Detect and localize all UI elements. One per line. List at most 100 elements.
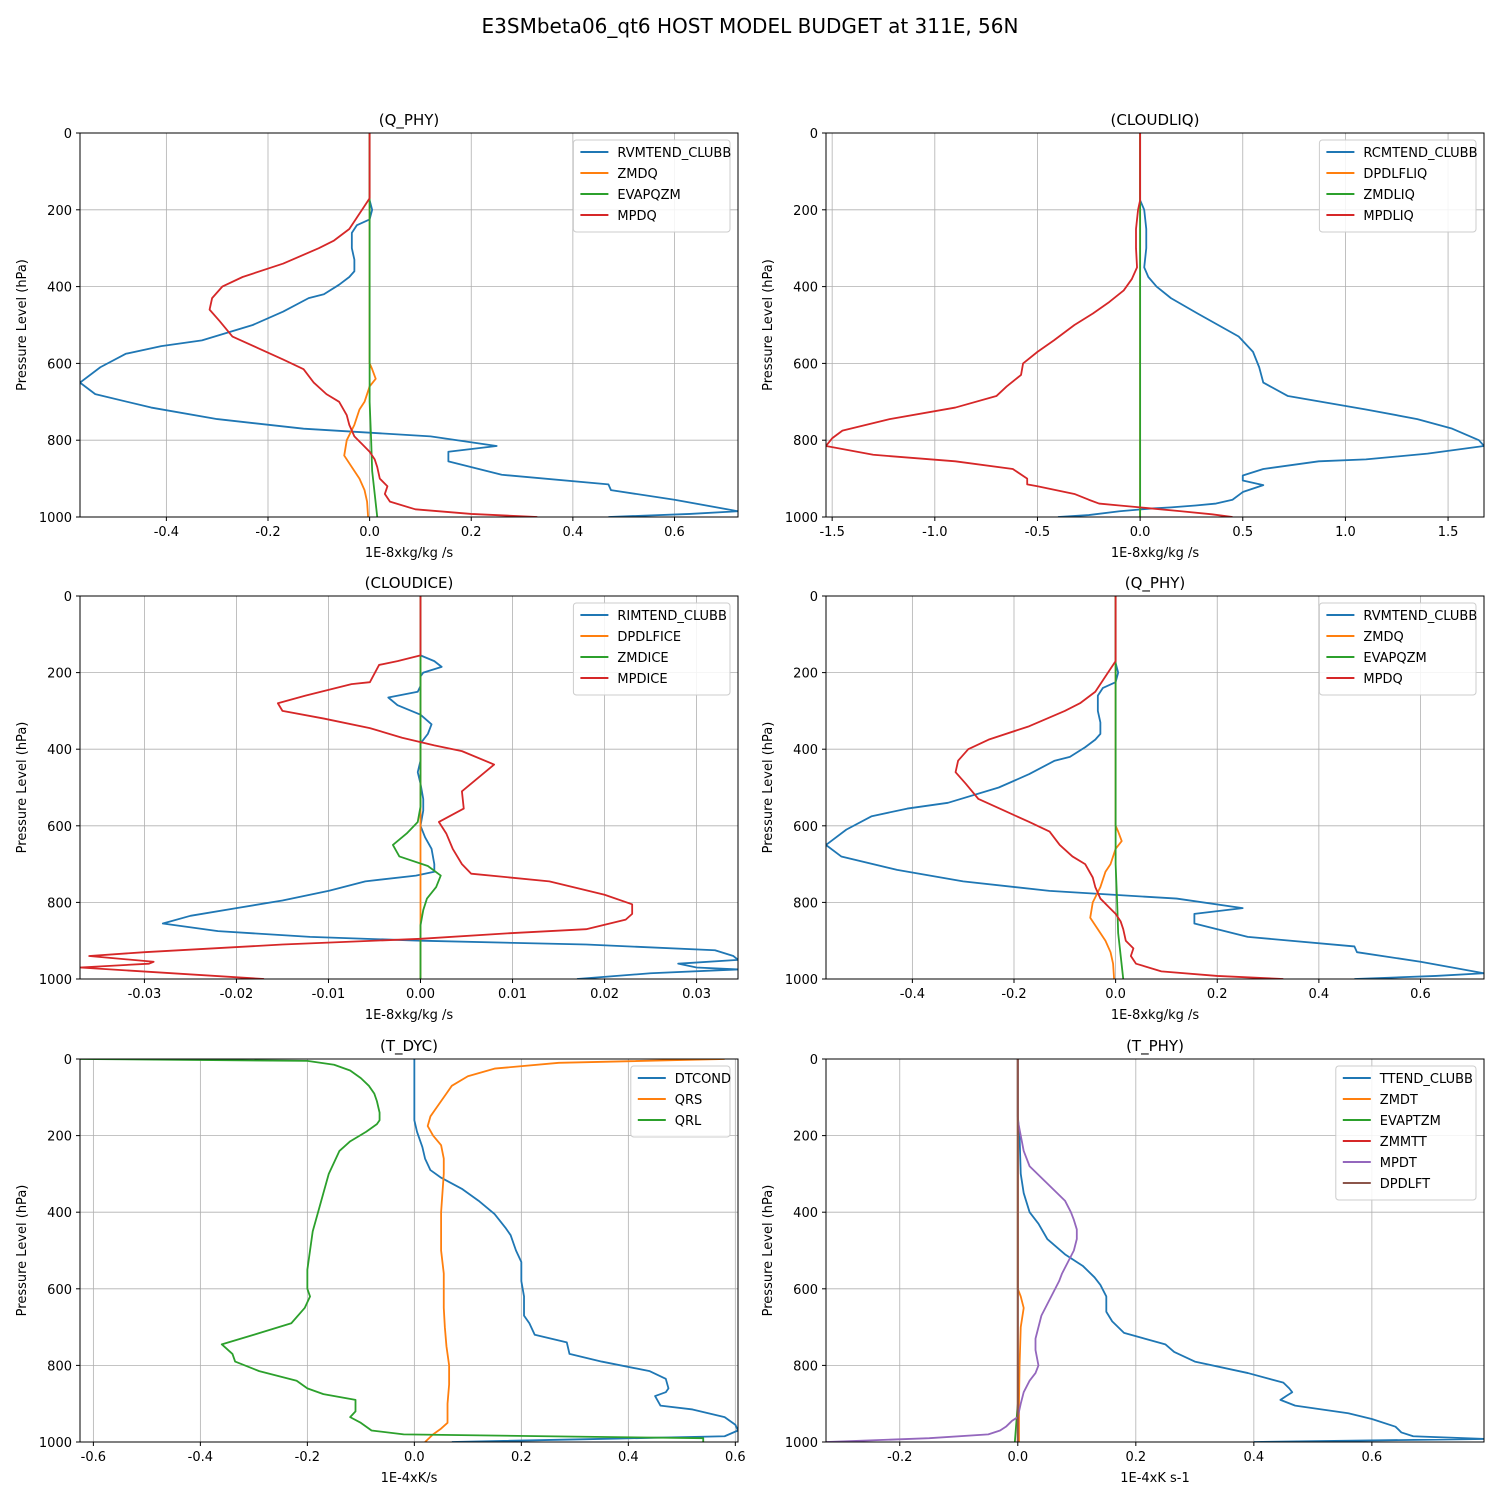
axes-frame — [79, 132, 739, 518]
subplot-title: (CLOUDICE) — [365, 574, 454, 592]
series-line-mpdq — [954, 596, 1284, 979]
y-tick-label: 0 — [64, 1053, 72, 1068]
series-line-zmdq — [1089, 596, 1123, 979]
y-tick-label: 400 — [47, 1206, 72, 1221]
x-tick-label: 0.00 — [406, 987, 435, 1002]
y-tick-label: 0 — [64, 127, 72, 142]
y-tick-label: 600 — [47, 820, 72, 835]
x-axis-label: 1E-8xkg/kg /s — [1111, 546, 1200, 561]
legend-label: RVMTEND_CLUBB — [1363, 609, 1477, 624]
legend-label: QRL — [675, 1114, 702, 1129]
legend-box — [572, 139, 731, 233]
subplot-5: -0.6 -0.4 -0.2 0.0 0.2 0.4 0.6 0 200 400 600 800 100… — [15, 1037, 746, 1486]
y-axis-label: Pressure Level (hPa) — [15, 722, 30, 854]
y-tick-label: 600 — [793, 820, 818, 835]
y-tick-label: 600 — [793, 357, 818, 372]
y-tick-label: 200 — [793, 1130, 818, 1145]
legend-label: ZMDLIQ — [1363, 188, 1414, 203]
legend-label: MPDLIQ — [1363, 209, 1413, 224]
legend-label: TTEND_CLUBB — [1379, 1072, 1473, 1087]
y-axis-label: Pressure Level (hPa) — [15, 259, 30, 391]
subplot-2: -1.5 -1.0 -0.5 0.0 0.5 1.0 1.5 0 200 400 600 800 100… — [761, 111, 1485, 561]
y-tick-label: 0 — [810, 1053, 818, 1068]
y-tick-label: 400 — [793, 1206, 818, 1221]
y-tick-label: 800 — [47, 1359, 72, 1374]
axes-frame — [825, 595, 1485, 980]
x-tick-label: 0.6 — [1362, 1450, 1383, 1465]
y-axis-label: Pressure Level (hPa) — [761, 1185, 776, 1317]
series-line-rvmtend_clubb — [826, 596, 1484, 979]
y-tick-label: 200 — [47, 1130, 72, 1145]
legend-label: EVAPTZM — [1380, 1114, 1441, 1129]
x-tick-label: 0.4 — [1309, 987, 1330, 1002]
series-line-mpdq — [208, 133, 538, 517]
series-line-zmdice — [391, 596, 442, 979]
x-tick-label: 0.6 — [1410, 987, 1431, 1002]
x-tick-label: 0.0 — [359, 525, 380, 540]
x-axis-label: 1E-8xkg/kg /s — [365, 1008, 454, 1023]
y-tick-label: 800 — [793, 896, 818, 911]
series-line-mpdice — [80, 596, 634, 979]
series-line-mpdliq — [826, 133, 1233, 517]
y-tick-label: 200 — [793, 204, 818, 219]
y-tick-label: 1000 — [785, 511, 818, 526]
y-axis-label: Pressure Level (hPa) — [15, 1185, 30, 1317]
x-tick-label: -0.2 — [887, 1450, 912, 1465]
x-tick-label: 0.6 — [725, 1450, 746, 1465]
series-line-evapqzm — [1114, 596, 1125, 979]
x-axis-label: 1E-8xkg/kg /s — [365, 546, 454, 561]
legend: DTCOND QRS QRL — [630, 1065, 731, 1138]
x-tick-label: 0.2 — [461, 525, 482, 540]
y-tick-label: 1000 — [785, 1436, 818, 1451]
legend-label: MPDT — [1380, 1156, 1417, 1171]
x-tick-label: 1.5 — [1438, 525, 1459, 540]
x-tick-label: -0.2 — [295, 1450, 320, 1465]
y-tick-label: 200 — [793, 667, 818, 682]
series-line-rvmtend_clubb — [80, 133, 738, 517]
x-axis-label: 1E-4xK/s — [381, 1471, 438, 1486]
x-tick-label: -0.2 — [255, 525, 280, 540]
y-tick-label: 400 — [47, 281, 72, 296]
y-tick-label: 1000 — [785, 973, 818, 988]
legend-label: MPDQ — [1363, 672, 1402, 687]
series-line-qrs — [424, 1059, 725, 1442]
y-tick-label: 400 — [793, 281, 818, 296]
legend-label: DPDLFT — [1380, 1177, 1430, 1192]
y-tick-label: 200 — [47, 204, 72, 219]
legend: RVMTEND_CLUBB ZMDQ EVAPQZM MPDQ — [572, 139, 731, 233]
legend-label: RIMTEND_CLUBB — [617, 609, 727, 624]
legend-box — [1335, 1065, 1477, 1201]
x-tick-label: -0.5 — [1025, 525, 1050, 540]
x-tick-label: 0.4 — [1244, 1450, 1265, 1465]
subplot-title: (CLOUDLIQ) — [1111, 111, 1200, 129]
x-tick-label: 0.2 — [511, 1450, 532, 1465]
y-tick-label: 400 — [47, 743, 72, 758]
x-tick-label: 0.2 — [1125, 1450, 1146, 1465]
series-line-zmdq — [343, 133, 377, 517]
legend-label: ZMDQ — [617, 167, 657, 182]
x-tick-label: -0.03 — [128, 987, 162, 1002]
legend-label: ZMDT — [1380, 1093, 1418, 1108]
x-tick-label: -1.5 — [819, 525, 844, 540]
x-tick-label: 0.2 — [1207, 987, 1228, 1002]
subplot-4: -0.4 -0.2 0.0 0.2 0.4 0.6 0 200 400 600 800 1000 (Q_… — [761, 574, 1485, 1023]
subplot-1: -0.4 -0.2 0.0 0.2 0.4 0.6 0 200 400 600 800 1000 (Q_… — [15, 111, 739, 561]
x-tick-label: -0.02 — [220, 987, 254, 1002]
y-tick-label: 800 — [47, 434, 72, 449]
subplot-title: (T_PHY) — [1126, 1037, 1184, 1056]
legend-label: MPDQ — [617, 209, 656, 224]
x-tick-label: 0.0 — [404, 1450, 425, 1465]
legend-label: ZMDQ — [1363, 630, 1403, 645]
subplot-6: -0.2 0.0 0.2 0.4 0.6 0 200 400 600 800 1000 (T_PHY)… — [761, 1037, 1485, 1486]
axes-frame — [825, 132, 1485, 518]
subplot-title: (T_DYC) — [380, 1037, 438, 1056]
x-tick-label: -0.2 — [1001, 987, 1026, 1002]
y-tick-label: 0 — [810, 127, 818, 142]
axes-frame — [79, 1058, 739, 1443]
x-axis-label: 1E-8xkg/kg /s — [1111, 1008, 1200, 1023]
legend-label: ZMDICE — [617, 651, 668, 666]
y-tick-label: 200 — [47, 667, 72, 682]
series-line-mpdt — [826, 1059, 1078, 1442]
legend-label: EVAPQZM — [1363, 651, 1426, 666]
